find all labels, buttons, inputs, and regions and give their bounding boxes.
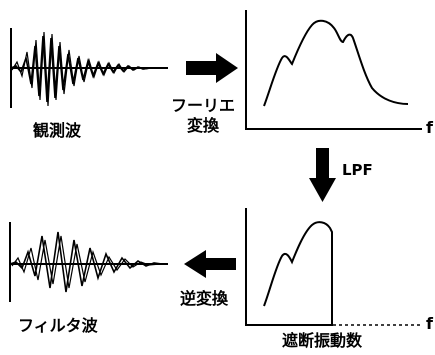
cutoff-spectrum-curve bbox=[263, 221, 333, 325]
observed-wave-plot bbox=[10, 28, 168, 108]
filtered-wave-signal-2 bbox=[11, 235, 161, 289]
spectrum-curve bbox=[263, 19, 409, 107]
lpf-arrow bbox=[309, 148, 336, 202]
inverse-arrow bbox=[184, 250, 236, 278]
fourier-arrow bbox=[186, 53, 238, 83]
inverse-transform-label: 逆変換 bbox=[180, 289, 229, 308]
cutoff-vibration-label: 遮断振動数 bbox=[282, 331, 363, 350]
filtered-wave-plot bbox=[9, 222, 168, 302]
observed-wave-label: 観測波 bbox=[33, 121, 82, 140]
cutoff-spectrum-plot bbox=[245, 208, 422, 326]
filtered-wave-label: フィルタ波 bbox=[18, 316, 98, 335]
frequency-axis-label-top: f bbox=[426, 118, 433, 137]
lpf-label: LPF bbox=[342, 161, 373, 179]
fourier-transform-label-line1: フーリエ bbox=[171, 96, 236, 115]
spectrum-plot bbox=[245, 10, 422, 130]
fourier-transform-label-line2: 変換 bbox=[187, 116, 220, 135]
observed-wave-signal-2 bbox=[11, 31, 153, 107]
filtered-wave-signal bbox=[9, 231, 163, 293]
frequency-axis-label-bottom: f bbox=[426, 314, 433, 333]
